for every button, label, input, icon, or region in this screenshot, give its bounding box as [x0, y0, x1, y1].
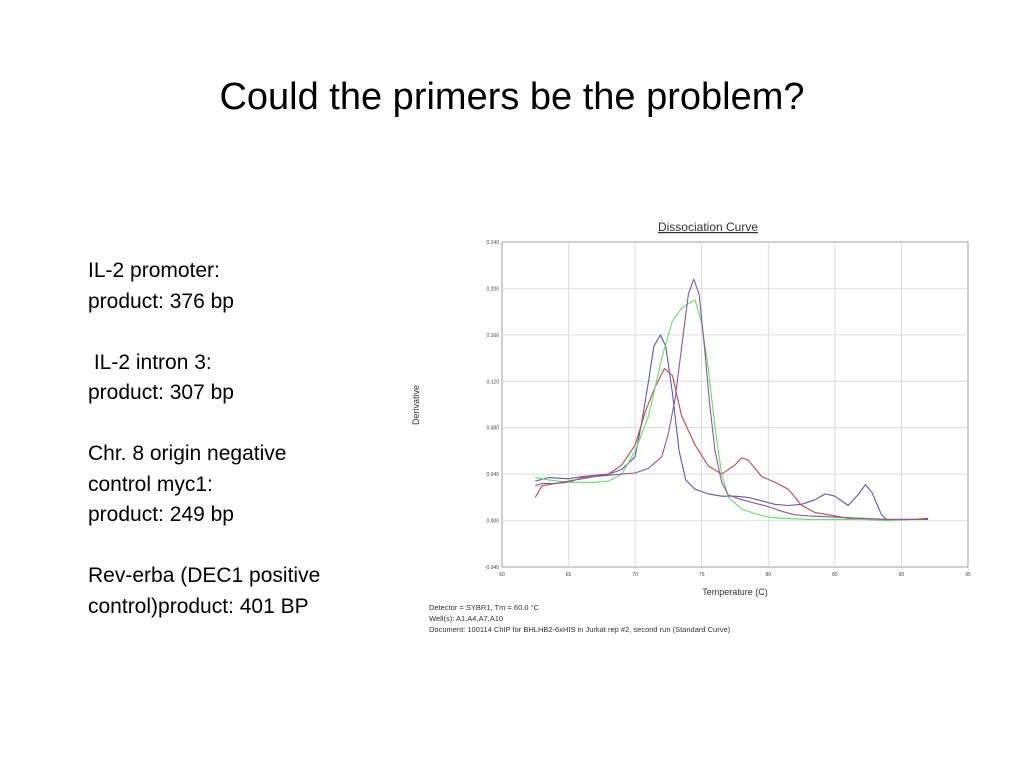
y-tick-label: -0.040: [485, 565, 499, 571]
note-rev-erba: Rev-erba (DEC1 positive control)product:…: [88, 561, 388, 622]
note-line: control)product: 401 BP: [88, 594, 309, 618]
footer-detector: Detector = SYBR1, Tm = 60.0 °C: [429, 603, 540, 612]
y-tick-label: 0.160: [486, 333, 499, 339]
dissociation-chart: Dissociation Curve 60 65 70 75 80 85 90 95 -0.0…: [405, 212, 980, 642]
x-tick-label: 75: [699, 572, 705, 578]
x-tick-label: 95: [965, 572, 971, 578]
y-axis-label: Derivative: [411, 385, 421, 425]
x-tick-label: 60: [499, 572, 505, 578]
note-il2-intron: IL-2 intron 3: product: 307 bp: [88, 348, 388, 409]
note-line: product: 249 bp: [88, 503, 234, 526]
x-tick-label: 85: [832, 572, 838, 578]
series-line-4: [535, 278, 915, 520]
slide-title: Could the primers be the problem?: [219, 76, 805, 118]
y-tick-label: 0.000: [486, 519, 499, 525]
y-tick-label: 0.040: [486, 472, 499, 478]
x-tick-label: 80: [766, 572, 772, 578]
grid-lines: [502, 242, 968, 567]
x-tick-label: 90: [899, 572, 905, 578]
y-tick-label: 0.080: [486, 426, 499, 432]
note-line: IL-2 promoter:: [88, 259, 220, 282]
series-line-3: [535, 299, 915, 522]
note-line: product: 307 bp: [88, 381, 234, 404]
x-tick-labels: 60 65 70 75 80 85 90 95: [499, 572, 971, 578]
y-tick-label: 0.240: [486, 240, 499, 246]
note-line: Rev-erba (DEC1 positive: [88, 564, 321, 587]
note-line: product: 376 bp: [88, 289, 234, 313]
note-il2-promoter: IL-2 promoter: product: 376 bp: [88, 256, 388, 317]
note-chr8-control: Chr. 8 origin negative control myc1: pro…: [88, 439, 388, 531]
x-axis-label: Temperature (C): [702, 587, 768, 597]
chart-title: Dissociation Curve: [658, 220, 758, 234]
note-line: control myc1:: [88, 472, 213, 496]
footer-wells: Well(s): A1,A4,A7,A10: [429, 614, 503, 623]
notes-list: IL-2 promoter: product: 376 bp IL-2 intr…: [88, 256, 388, 653]
x-tick-label: 65: [566, 572, 572, 578]
note-line: Chr. 8 origin negative: [88, 442, 287, 465]
plot-area: [501, 241, 969, 568]
y-tick-labels: -0.040 0.000 0.040 0.080 0.120 0.160 0.200 0.24…: [485, 240, 499, 571]
y-tick-label: 0.200: [486, 286, 499, 292]
series-line-1: [535, 334, 929, 522]
series-lines: [534, 278, 929, 522]
footer-document: Document: 100114 ChIP for BHLHB2-6xHIS i…: [429, 625, 731, 634]
note-line: IL-2 intron 3:: [88, 350, 212, 374]
x-tick-label: 70: [632, 572, 638, 578]
y-tick-label: 0.120: [486, 379, 499, 385]
chart-svg: Dissociation Curve 60 65 70 75 80 85 90 95 -0.0…: [411, 220, 971, 634]
